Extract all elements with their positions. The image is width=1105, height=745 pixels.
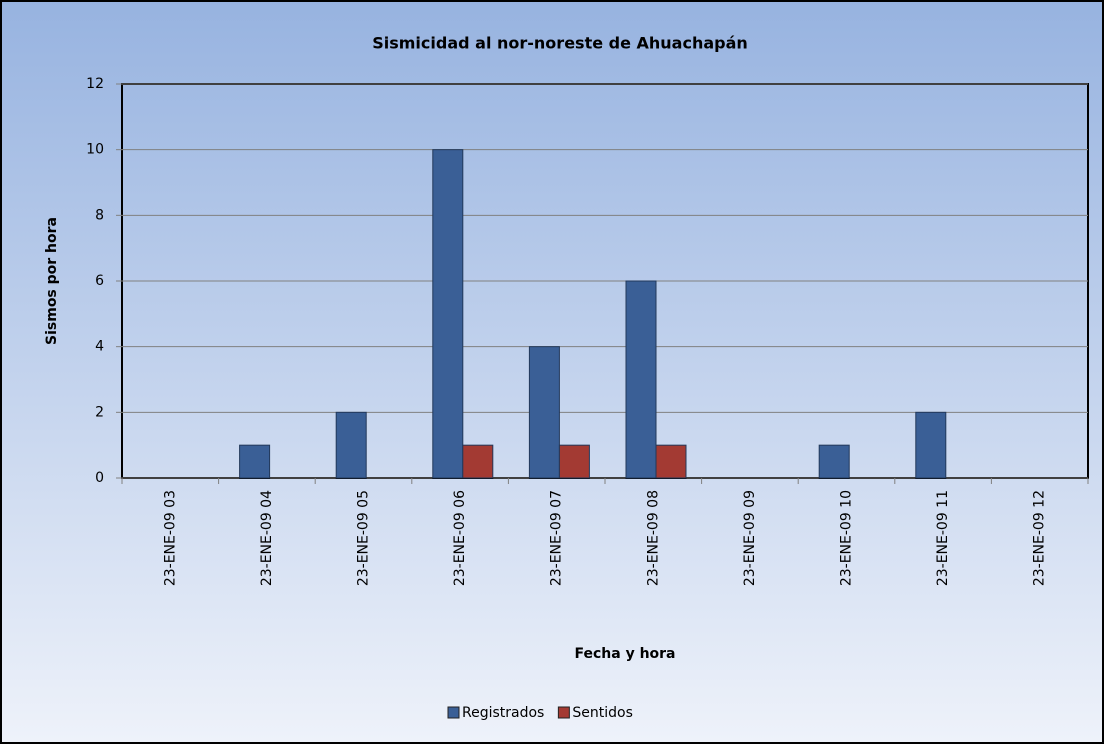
x-tick-label: 23-ENE-09 06	[452, 490, 468, 586]
y-tick-label: 6	[95, 273, 104, 289]
x-tick-label: 23-ENE-09 09	[742, 490, 758, 586]
bar	[915, 411, 947, 479]
bar	[462, 444, 494, 479]
bar	[432, 149, 464, 479]
x-tick-label: 23-ENE-09 08	[645, 490, 661, 586]
chart-title: Sismicidad al nor-noreste de Ahuachapán	[372, 34, 748, 53]
y-tick-label: 10	[86, 142, 104, 158]
legend-label: Sentidos	[572, 705, 633, 721]
bar	[655, 444, 687, 479]
y-tick-label: 12	[86, 76, 104, 92]
x-tick-label: 23-ENE-09 10	[839, 490, 855, 586]
legend-swatch	[557, 706, 570, 719]
legend-swatch	[447, 706, 460, 719]
x-tick-label: 23-ENE-09 04	[259, 490, 275, 586]
x-tick-label: 23-ENE-09 07	[549, 490, 565, 586]
x-axis-label: Fecha y hora	[574, 646, 675, 662]
bar	[818, 444, 850, 479]
bar	[558, 444, 590, 479]
x-tick-label: 23-ENE-09 12	[1032, 490, 1048, 586]
bar	[239, 444, 271, 479]
y-tick-label: 8	[95, 207, 104, 223]
x-tick-label: 23-ENE-09 03	[162, 490, 178, 586]
bar	[335, 411, 367, 479]
bar	[528, 346, 560, 479]
y-axis-label: Sismos por hora	[44, 217, 60, 345]
y-tick-label: 2	[95, 404, 104, 420]
bar	[625, 280, 657, 479]
y-tick-label: 4	[95, 339, 104, 355]
y-tick-label: 0	[95, 470, 104, 486]
x-tick-label: 23-ENE-09 11	[935, 490, 951, 586]
legend-label: Registrados	[462, 705, 544, 721]
x-tick-label: 23-ENE-09 05	[356, 490, 372, 586]
